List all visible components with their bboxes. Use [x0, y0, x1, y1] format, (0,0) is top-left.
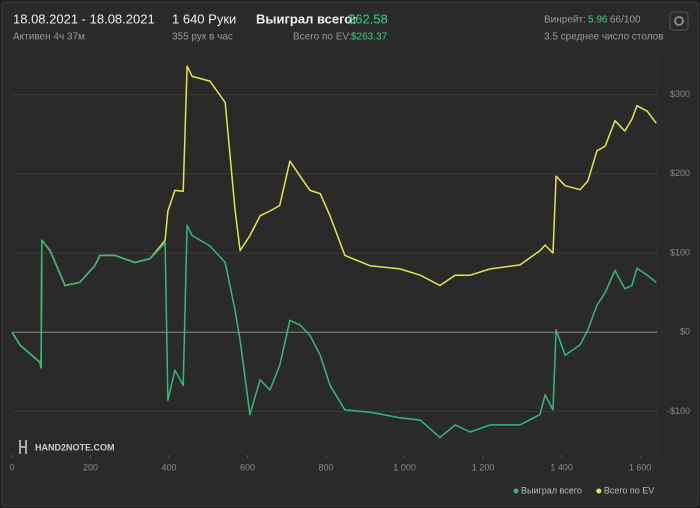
x-tick-label: 1 600 [629, 462, 652, 472]
x-tick-label: 1 200 [472, 462, 495, 472]
date-range: 18.08.2021 - 18.08.2021 [13, 11, 155, 26]
legend-label: Всего по EV [604, 485, 654, 495]
hands: 1 640 Руки [172, 11, 236, 26]
x-tick-label: 400 [162, 462, 177, 472]
hands-rate: 355 рук в час [172, 32, 233, 43]
winrate-label: Винрейт: [544, 15, 586, 26]
active-time: Активен 4ч 37м [13, 32, 85, 43]
y-tick-label: $200 [670, 168, 690, 178]
x-tick-label: 1 000 [393, 462, 416, 472]
x-tick-label: 800 [319, 462, 334, 472]
ev-value: $263.37 [351, 32, 388, 43]
x-tick-label: 0 [9, 462, 14, 472]
y-tick-label: -$100 [667, 406, 690, 416]
winrate-value: 5.96 [588, 15, 608, 26]
y-tick-label: $100 [670, 247, 690, 257]
logo: HAND2NOTE.COM [19, 440, 115, 454]
won-value: $62.58 [348, 11, 388, 26]
x-tick-label: 600 [240, 462, 255, 472]
tables: 3.5 среднее число столов [544, 32, 664, 43]
logo-text: HAND2NOTE.COM [35, 442, 115, 452]
series-line [11, 224, 657, 439]
ev-label: Всего по EV: [293, 32, 352, 43]
winrate-extra: 66/100 [610, 15, 641, 26]
legend-marker [513, 488, 519, 494]
legend-marker [596, 488, 602, 494]
y-tick-label: $0 [680, 327, 690, 337]
x-tick-label: 1 400 [550, 462, 573, 472]
x-tick-label: 200 [83, 462, 98, 472]
y-tick-label: $300 [670, 89, 690, 99]
won-label: Выиграл всего: [256, 11, 357, 26]
settings-button[interactable] [669, 11, 689, 31]
legend-label: Выиграл всего [521, 485, 582, 495]
